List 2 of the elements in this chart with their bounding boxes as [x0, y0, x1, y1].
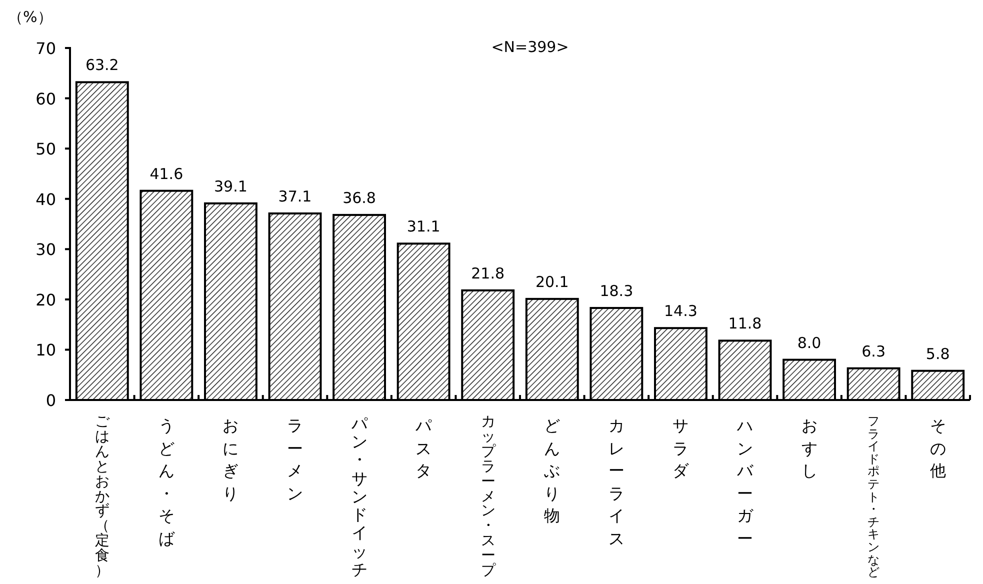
annotation: <N=399> [491, 38, 569, 56]
ylabel: （%） [8, 8, 52, 26]
